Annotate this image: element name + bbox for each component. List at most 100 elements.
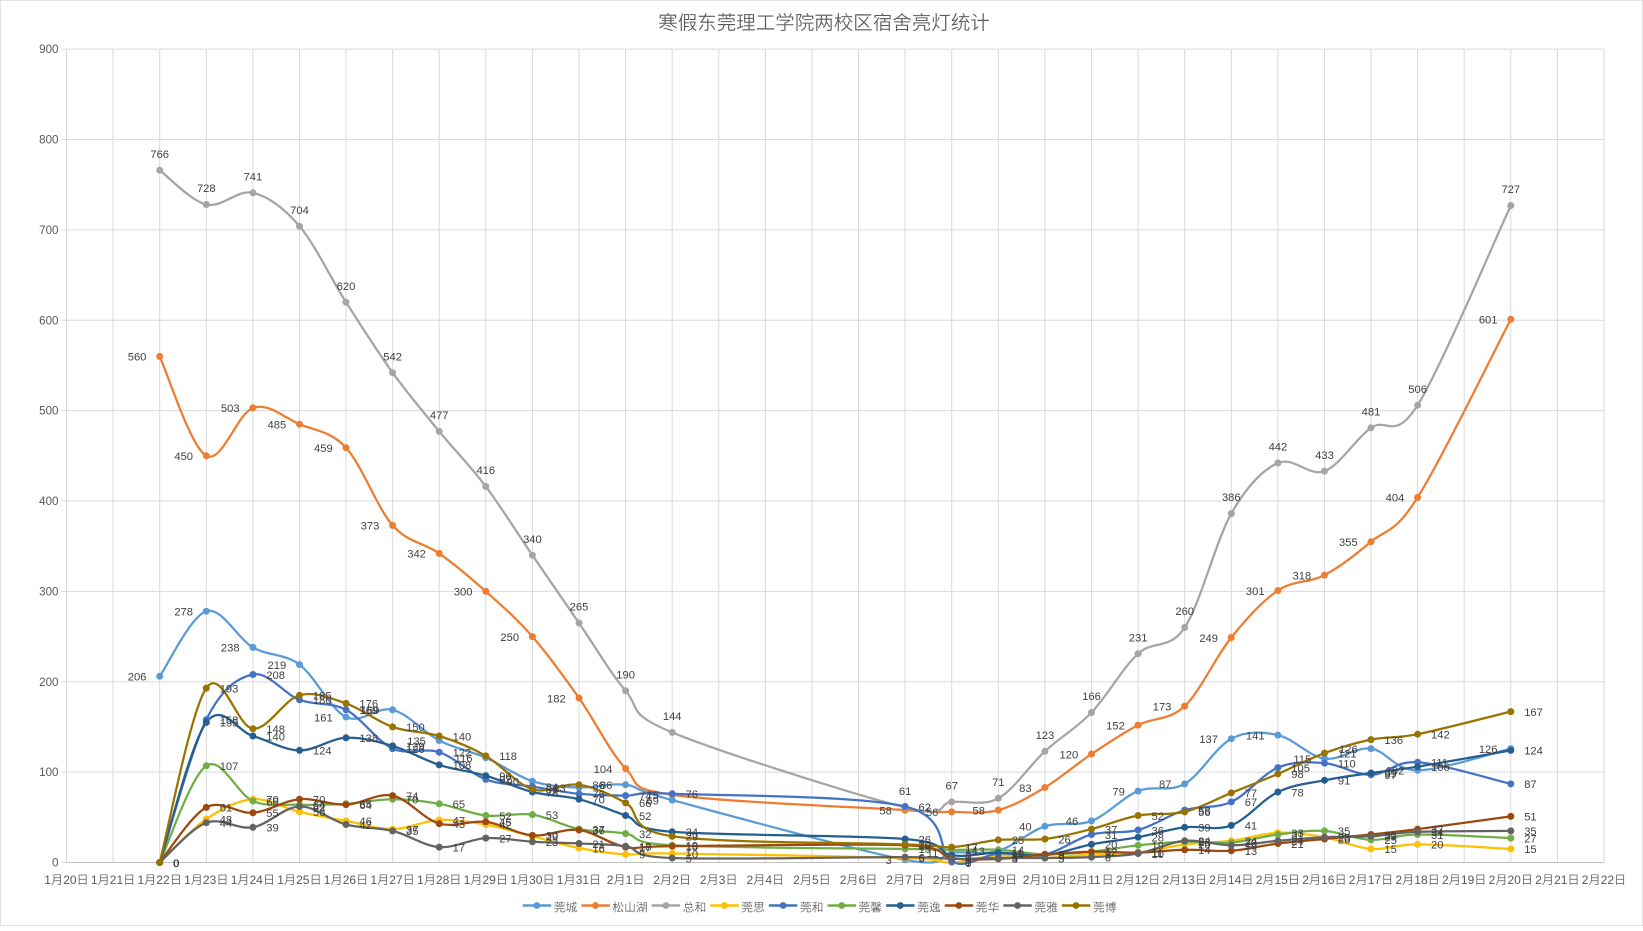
svg-text:56: 56 (1198, 807, 1210, 819)
svg-text:65: 65 (453, 799, 465, 811)
svg-text:173: 173 (1153, 701, 1172, 713)
svg-text:2: 2 (1582, 873, 1589, 887)
svg-text:155: 155 (220, 718, 239, 730)
svg-text:23: 23 (1198, 837, 1210, 849)
svg-text:1: 1 (464, 873, 471, 887)
svg-text:766: 766 (150, 149, 169, 161)
svg-text:21: 21 (1554, 873, 1568, 887)
svg-text:200: 200 (39, 676, 58, 689)
svg-text:2: 2 (979, 873, 986, 887)
svg-text:83: 83 (553, 783, 565, 795)
svg-text:77: 77 (1245, 788, 1257, 800)
svg-text:459: 459 (314, 443, 333, 455)
svg-text:485: 485 (268, 420, 287, 432)
svg-text:386: 386 (1222, 492, 1241, 504)
svg-text:140: 140 (453, 731, 472, 743)
svg-text:115: 115 (1293, 754, 1311, 766)
svg-text:190: 190 (616, 669, 635, 681)
svg-text:477: 477 (430, 410, 449, 422)
svg-text:300: 300 (39, 586, 58, 599)
svg-text:29: 29 (546, 832, 558, 844)
svg-text:1: 1 (626, 873, 633, 887)
svg-text:481: 481 (1362, 406, 1381, 418)
svg-text:158: 158 (220, 715, 239, 727)
svg-text:28: 28 (1338, 833, 1350, 845)
svg-text:13: 13 (973, 846, 985, 858)
svg-text:5: 5 (686, 853, 692, 865)
svg-text:84: 84 (546, 782, 558, 794)
svg-text:44: 44 (220, 818, 232, 830)
svg-text:3: 3 (719, 873, 726, 887)
svg-text:53: 53 (546, 810, 558, 822)
svg-text:107: 107 (220, 761, 239, 773)
svg-text:11: 11 (1152, 848, 1164, 860)
svg-text:8: 8 (952, 873, 959, 887)
svg-text:108: 108 (453, 760, 472, 772)
svg-text:12: 12 (1105, 847, 1117, 859)
svg-text:4: 4 (965, 854, 971, 866)
svg-text:48: 48 (220, 814, 232, 826)
svg-text:18: 18 (686, 842, 698, 854)
svg-text:92: 92 (499, 775, 511, 787)
svg-text:65: 65 (359, 799, 371, 811)
svg-text:2: 2 (1349, 873, 1356, 887)
svg-text:800: 800 (39, 134, 58, 147)
svg-text:51: 51 (1524, 812, 1536, 824)
svg-text:250: 250 (500, 632, 519, 644)
svg-text:620: 620 (337, 281, 356, 293)
svg-text:26: 26 (1058, 834, 1070, 846)
svg-text:32: 32 (639, 829, 651, 841)
svg-text:42: 42 (359, 820, 371, 832)
svg-text:503: 503 (221, 403, 240, 415)
svg-text:69: 69 (646, 795, 658, 807)
svg-text:176: 176 (359, 699, 378, 711)
svg-text:129: 129 (406, 741, 425, 753)
svg-text:22: 22 (1245, 838, 1257, 850)
svg-text:67: 67 (945, 781, 957, 793)
svg-text:40: 40 (1019, 822, 1031, 834)
svg-text:100: 100 (39, 766, 58, 779)
svg-text:97: 97 (1384, 770, 1396, 782)
svg-text:206: 206 (128, 672, 147, 684)
svg-text:2: 2 (1163, 873, 1170, 887)
svg-text:23: 23 (546, 837, 558, 849)
svg-text:126: 126 (1339, 744, 1358, 756)
svg-text:90: 90 (507, 777, 519, 789)
svg-text:0: 0 (965, 858, 971, 870)
svg-text:2: 2 (1302, 873, 1309, 887)
svg-text:24: 24 (1291, 836, 1303, 848)
svg-text:39: 39 (1198, 823, 1210, 835)
svg-text:140: 140 (266, 731, 285, 743)
svg-text:37: 37 (1431, 824, 1443, 836)
svg-text:340: 340 (523, 534, 542, 546)
svg-text:1: 1 (557, 873, 564, 887)
svg-text:2: 2 (840, 873, 847, 887)
svg-text:2: 2 (933, 873, 940, 887)
svg-text:2: 2 (1069, 873, 1076, 887)
svg-text:18: 18 (1414, 873, 1428, 887)
svg-text:9: 9 (1058, 850, 1064, 862)
svg-text:45: 45 (499, 817, 511, 829)
svg-text:25: 25 (296, 873, 310, 887)
svg-text:2: 2 (1023, 873, 1030, 887)
svg-text:0: 0 (173, 858, 179, 870)
svg-text:71: 71 (992, 777, 1004, 789)
svg-text:19: 19 (919, 841, 931, 853)
svg-text:12: 12 (1105, 847, 1117, 859)
svg-text:27: 27 (1524, 833, 1536, 845)
svg-text:86: 86 (592, 780, 604, 792)
svg-text:102: 102 (1386, 766, 1405, 778)
svg-text:9: 9 (1058, 850, 1064, 862)
svg-text:135: 135 (407, 736, 426, 748)
svg-text:116: 116 (455, 753, 473, 765)
svg-text:10: 10 (686, 849, 698, 861)
svg-text:64: 64 (313, 800, 325, 812)
svg-text:0: 0 (173, 858, 179, 870)
svg-text:17: 17 (965, 842, 977, 854)
svg-text:56: 56 (313, 807, 325, 819)
svg-text:4: 4 (1012, 854, 1018, 866)
svg-text:167: 167 (1524, 707, 1543, 719)
svg-text:55: 55 (266, 808, 278, 820)
svg-text:124: 124 (1524, 746, 1543, 758)
svg-text:700: 700 (39, 224, 58, 237)
